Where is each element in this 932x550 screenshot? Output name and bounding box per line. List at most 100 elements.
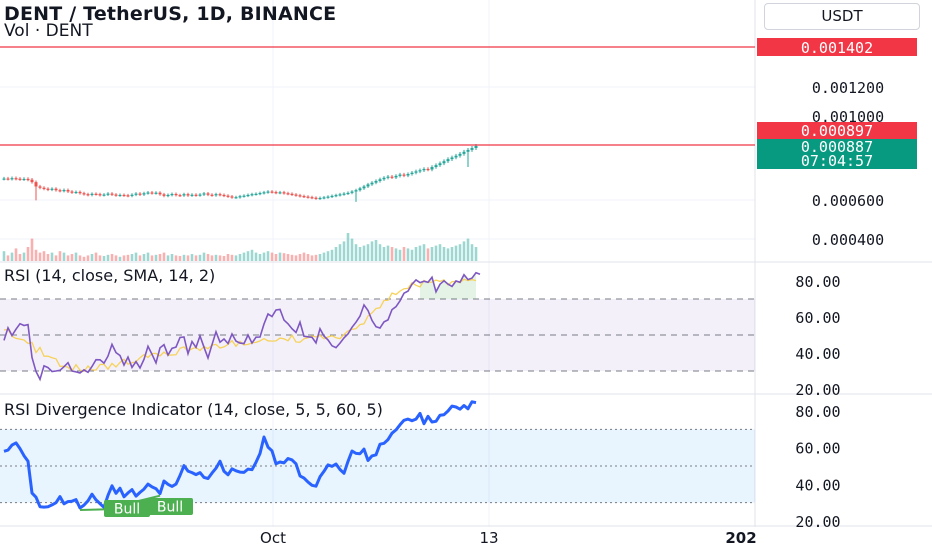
volume-bar (462, 241, 466, 261)
candle-body (2, 178, 6, 180)
candle-body (346, 192, 350, 195)
candle-body (470, 148, 474, 150)
candle-body (138, 193, 142, 195)
volume-bar (26, 247, 30, 261)
candle-body (178, 195, 182, 197)
resistance-price-label-bg (757, 38, 917, 56)
candle-body (250, 194, 254, 196)
candle-body (190, 194, 194, 196)
volume-bar (422, 244, 426, 261)
candle-body (234, 197, 238, 199)
candle-body (374, 180, 378, 183)
time-axis-label: 202 (725, 529, 756, 547)
volume-bar (318, 254, 322, 261)
candle-body (114, 194, 118, 196)
candle-body (426, 168, 430, 171)
volume-bar (382, 247, 386, 261)
volume-bar (446, 248, 450, 261)
volume-bar (298, 254, 302, 261)
volume-bar (10, 252, 14, 261)
candle-body (446, 159, 450, 162)
candle-body (166, 194, 170, 197)
volume-bar (254, 252, 258, 261)
price-axis-tick-label: 0.001200 (812, 79, 884, 97)
volume-bar (342, 241, 346, 261)
divergence-panel-title: RSI Divergence Indicator (14, close, 5, … (4, 400, 383, 419)
candle-body (154, 192, 158, 194)
candle-body (210, 194, 214, 196)
volume-bar (370, 241, 374, 261)
candle-body (422, 168, 426, 171)
volume-bar (214, 254, 218, 261)
candle-body (222, 194, 226, 197)
candle-body (262, 192, 266, 194)
volume-bar (170, 254, 174, 261)
candle-body (318, 197, 322, 200)
volume-bar (430, 247, 434, 261)
volume-bar (330, 249, 334, 261)
volume-bar (186, 255, 190, 261)
volume-bar (22, 252, 26, 261)
volume-bar (78, 255, 82, 261)
volume-bar (338, 244, 342, 261)
candle-body (238, 196, 242, 198)
volume-bar (278, 252, 282, 261)
candle-body (162, 194, 166, 196)
volume-bar (374, 240, 378, 261)
candle-body (354, 190, 358, 192)
volume-bar (470, 244, 474, 261)
currency-selector-button[interactable]: USDT (764, 3, 920, 30)
volume-bar (358, 247, 362, 261)
candle-body (386, 176, 390, 178)
volume-bar (246, 251, 250, 261)
volume-bar (210, 255, 214, 261)
volume-bar (54, 255, 58, 261)
volume-bar (190, 254, 194, 261)
candle-body (34, 182, 38, 187)
bull-label-background (147, 498, 193, 515)
volume-bar (142, 254, 146, 261)
candle-body (126, 195, 130, 197)
volume-bar (282, 253, 286, 261)
candle-body (294, 194, 298, 196)
volume-bar (390, 247, 394, 261)
volume-bar (354, 244, 358, 261)
candle-body (458, 153, 462, 156)
candle-body (198, 194, 202, 196)
candle-body (402, 174, 406, 176)
volume-bar (114, 255, 118, 261)
volume-bar (174, 255, 178, 261)
candle-body (50, 188, 54, 190)
volume-bar (102, 255, 106, 261)
candle-body (334, 195, 338, 197)
candle-body (42, 187, 46, 189)
divergence-axis-tick-label: 40.00 (795, 476, 840, 494)
volume-bar (34, 249, 38, 261)
candle-body (82, 193, 86, 195)
candle-body (62, 190, 66, 192)
volume-bar (454, 245, 458, 261)
divergence-axis-tick-label: 80.00 (795, 403, 840, 421)
candle-body (242, 195, 246, 197)
volume-bar (250, 249, 254, 261)
candle-body (14, 178, 18, 180)
volume-bar (182, 254, 186, 261)
candle-body (450, 157, 454, 160)
volume-bar (438, 244, 442, 261)
candle-body (22, 178, 26, 181)
volume-bar (262, 252, 266, 261)
candle-body (142, 193, 146, 195)
candle-body (278, 192, 282, 194)
candle-body (462, 151, 466, 154)
candle-body (390, 176, 394, 178)
candle-body (430, 167, 434, 170)
divergence-axis-tick-label: 60.00 (795, 440, 840, 458)
volume-bar (302, 252, 306, 261)
candle-body (158, 192, 162, 195)
candle-body (134, 193, 138, 195)
volume-bar (82, 256, 86, 261)
divergence-axis-tick-label: 20.00 (795, 513, 840, 531)
bull-label: Bull (157, 500, 183, 516)
candle-body (302, 196, 306, 198)
